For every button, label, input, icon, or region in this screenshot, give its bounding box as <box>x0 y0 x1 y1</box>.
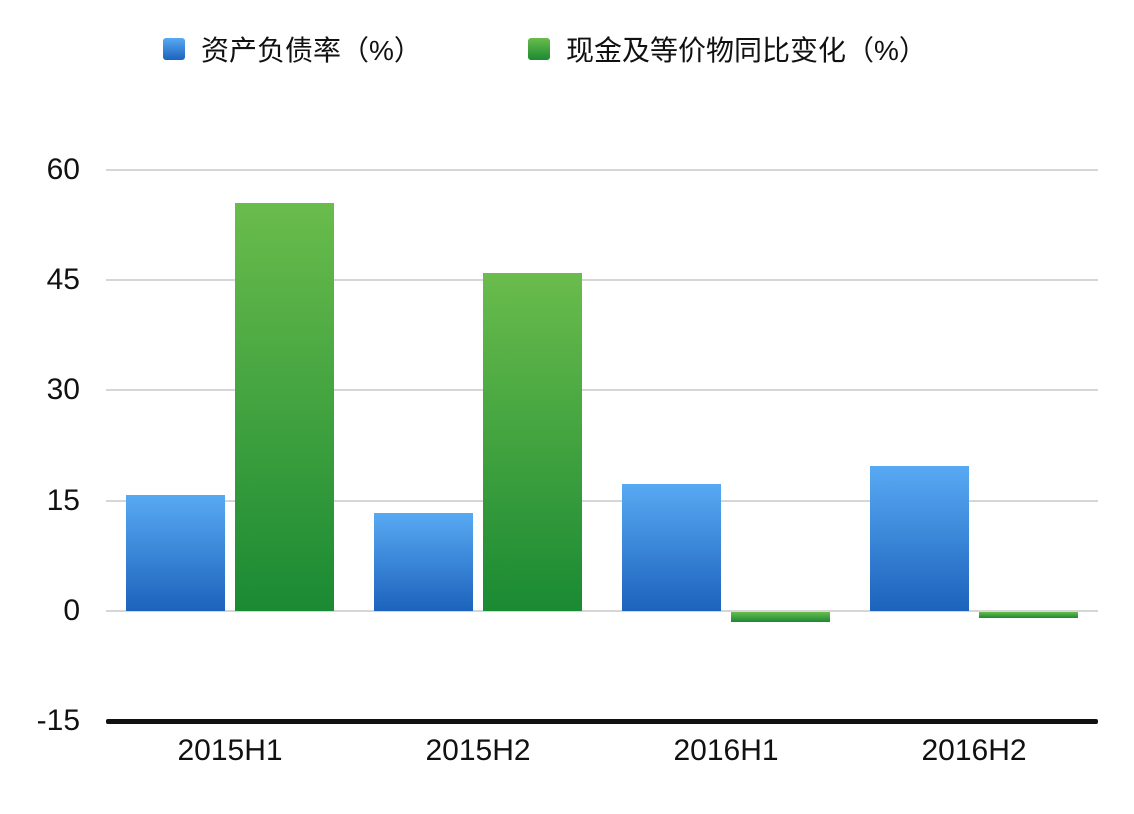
y-tick-label: 60 <box>46 153 80 186</box>
x-axis-label: 2015H1 <box>177 734 283 767</box>
gridline-60 <box>106 169 1098 171</box>
legend-item-debt-ratio: 资产负债率（%） <box>163 32 422 66</box>
x-axis-label: 2016H1 <box>673 734 779 767</box>
gridline-30 <box>106 389 1098 392</box>
bar-debt-ratio-2015H2 <box>374 513 473 611</box>
gridline-15 <box>106 499 1098 502</box>
bar-cash-change-2016H1 <box>731 611 830 623</box>
legend-label-cash-change: 现金及等价物同比变化（%） <box>566 35 927 66</box>
legend-item-cash-change: 现金及等价物同比变化（%） <box>528 32 927 66</box>
bar-debt-ratio-2015H1 <box>126 495 225 611</box>
bar-debt-ratio-2016H1 <box>622 484 721 611</box>
y-tick-label: -15 <box>36 704 80 737</box>
gridline-45 <box>106 279 1098 282</box>
y-tick-label: 45 <box>46 263 80 297</box>
bar-debt-ratio-2016H2 <box>870 466 969 611</box>
x-axis-label: 2015H2 <box>425 734 531 767</box>
y-tick-label: 30 <box>46 373 80 407</box>
y-tick-label: 0 <box>63 593 80 627</box>
bar-cash-change-2015H2 <box>483 272 582 611</box>
y-tick-label: 15 <box>46 483 80 517</box>
legend-swatch-green-icon <box>528 38 550 60</box>
x-axis-line <box>106 718 1098 724</box>
x-axis-label: 2016H2 <box>921 734 1027 767</box>
gridline-0 <box>106 609 1098 612</box>
legend-label-debt-ratio: 资产负债率（%） <box>201 35 422 66</box>
bar-cash-change-2015H1 <box>235 203 334 611</box>
bar-cash-change-2016H2 <box>979 611 1078 619</box>
legend-swatch-blue-icon <box>163 38 185 60</box>
